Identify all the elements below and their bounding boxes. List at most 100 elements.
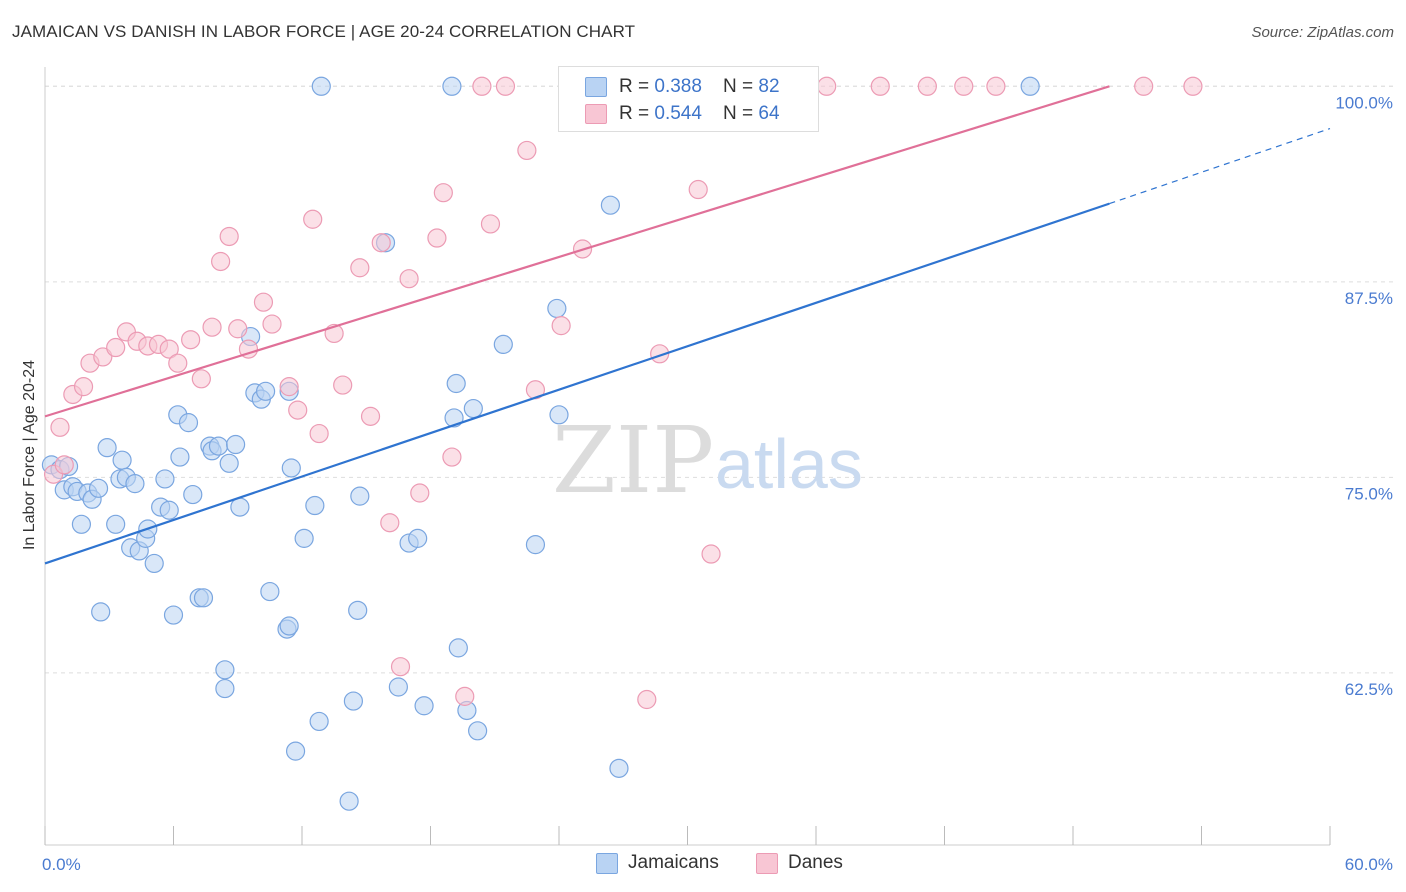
danes-legend-label: Danes (788, 852, 843, 873)
jamaican-point (339, 791, 359, 811)
bottom-legend-danes: Danes (756, 852, 843, 874)
x-tick-label-max: 60.0% (1345, 855, 1393, 874)
dane-point (360, 406, 381, 426)
dane-point (495, 76, 516, 96)
jamaican-point (255, 381, 276, 401)
jamaican-point (1020, 76, 1040, 96)
dane-point (159, 339, 179, 359)
jamaican-point (112, 450, 132, 470)
jamaican-point (549, 405, 569, 425)
axes (44, 67, 1331, 846)
jamaican-point (144, 553, 164, 574)
tick-labels: 62.5% 75.0% 87.5% 100.0% 0.0% 60.0% (42, 93, 1393, 874)
jamaican-point (125, 474, 145, 494)
legend-danes-text: R = 0.544 N = 64 (619, 103, 780, 124)
dane-point (517, 140, 537, 161)
jamaican-point (444, 408, 464, 428)
jamaican-point (493, 334, 513, 355)
dane-point (637, 689, 657, 710)
x-tick-label-min: 0.0% (42, 855, 81, 874)
y-tick-label: 100.0% (1335, 93, 1393, 112)
dane-point (371, 233, 391, 253)
jamaican-point (348, 600, 368, 620)
dane-point (551, 316, 571, 336)
danes-n-value: 64 (758, 103, 780, 124)
dane-point (333, 375, 353, 395)
y-tick-label: 62.5% (1345, 680, 1393, 699)
jamaicans-r-value: 0.388 (654, 76, 702, 97)
jamaican-point (88, 478, 109, 498)
jamaican-point (547, 298, 567, 319)
jamaican-point (97, 438, 117, 458)
jamaican-point (226, 434, 246, 455)
jamaican-point (170, 447, 190, 467)
dane-point (303, 209, 323, 229)
dane-point (954, 76, 974, 96)
jamaican-point (414, 696, 434, 716)
jamaican-point (343, 691, 363, 711)
dane-point (309, 423, 329, 444)
jamaican-point (281, 458, 301, 478)
y-axis-label: In Labor Force | Age 20-24 (21, 360, 38, 550)
correlation-legend: R = 0.388 N = 82 R = 0.544 N = 64 (558, 66, 819, 132)
dane-point (455, 686, 475, 706)
jamaican-point (178, 413, 199, 433)
jamaican-point (219, 453, 239, 473)
dane-point (380, 513, 400, 533)
dane-point (688, 179, 708, 200)
dane-point (279, 377, 299, 397)
dane-point (288, 400, 308, 420)
dane-point (253, 292, 274, 312)
jamaican-point (71, 514, 92, 534)
jamaican-point (279, 616, 299, 636)
jamaican-point (183, 484, 203, 505)
jamaican-point (260, 581, 280, 602)
jamaican-point (600, 195, 621, 215)
dane-point (262, 314, 282, 334)
jamaican-point (309, 711, 329, 732)
dane-point (191, 369, 211, 389)
jamaican-point (91, 602, 111, 622)
jamaican-point (106, 514, 126, 534)
danes-legend-swatch (756, 852, 778, 874)
dane-point (211, 251, 231, 272)
y-tick-label: 87.5% (1345, 289, 1393, 308)
dane-point (390, 657, 411, 677)
jamaican-trend-line (44, 202, 1110, 565)
dane-point (93, 347, 113, 367)
danes-points (43, 76, 1203, 710)
dane-point (228, 319, 248, 339)
watermark-zip: ZIP (552, 407, 714, 514)
jamaican-point (609, 758, 629, 778)
dane-point (73, 377, 94, 397)
jamaican-point (311, 76, 331, 96)
y-tick-label: 75.0% (1345, 484, 1393, 503)
legend-jamaicans-text: R = 0.388 N = 82 (619, 76, 780, 97)
trend-lines (44, 85, 1331, 565)
jamaicans-points (41, 76, 1040, 811)
dane-point (1183, 76, 1203, 96)
jamaican-point (442, 76, 462, 96)
dane-point (106, 337, 126, 358)
jamaican-point (448, 638, 468, 658)
gridlines (45, 85, 1395, 674)
dane-point (410, 483, 430, 503)
jamaican-point (294, 528, 314, 548)
jamaican-point (159, 500, 179, 520)
dane-point (917, 76, 937, 96)
jamaican-point (525, 535, 546, 555)
dane-point (1134, 76, 1154, 96)
jamaicans-swatch (585, 77, 607, 97)
dane-point (480, 214, 501, 234)
dane-point (399, 269, 419, 289)
dane-point (181, 330, 201, 350)
jamaican-point (468, 721, 488, 741)
dane-point (168, 353, 188, 373)
jamaican-point (163, 605, 184, 625)
jamaicans-legend-label: Jamaicans (628, 852, 719, 873)
jamaican-point (215, 660, 235, 680)
danes-r-value: 0.544 (654, 103, 702, 124)
jamaican-point (408, 528, 428, 548)
dane-point (986, 76, 1006, 96)
